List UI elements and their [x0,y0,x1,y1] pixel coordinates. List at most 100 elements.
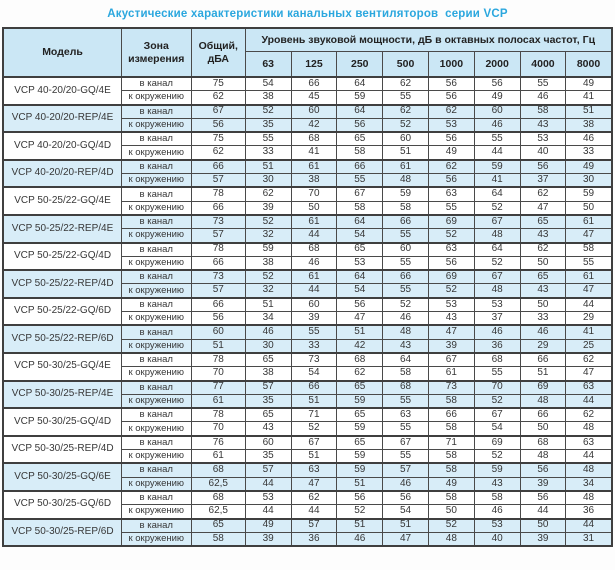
value-cell: 42 [336,338,384,354]
value-cell: 40 [473,531,521,547]
value-cell: 58 [519,103,567,119]
value-cell: 44 [290,504,338,519]
value-cell: 48 [427,531,475,547]
zone-cell: к окружению [120,393,192,409]
table-row: к окружению 62 33 41 58 51 49 44 40 33 [3,145,613,161]
value-cell: 55 [382,90,429,106]
table-row: к окружению 66 38 46 53 55 56 52 50 55 [3,255,613,271]
header-freq-8000: 8000 [565,51,613,78]
value-cell: 49 [427,476,475,492]
table-row: VCP 50-30/25-REP/4E в канал 77 57 66 65 68 73 70… [2,379,613,409]
value-cell: 30 [565,173,613,188]
table-row: VCP 50-30/25-GQ/6D в канал 68 53 62 56 56 58 58 5… [2,489,613,519]
value-cell: 58 [336,145,384,161]
total-dba-cell: 66 [190,200,246,216]
value-cell: 33 [290,338,338,354]
value-cell: 53 [427,296,475,313]
table-header: Модель Зона измерения Общий, дБА Уровень… [2,27,613,78]
total-dba-cell: 57 [190,228,246,244]
value-cell: 55 [473,131,521,147]
value-cell: 58 [336,200,384,216]
total-dba-cell: 78 [190,241,246,257]
model-cell: VCP 40-20/20-GQ/4D [2,131,122,161]
value-cell: 65 [336,131,384,147]
value-cell: 44 [290,283,338,299]
value-cell: 51 [382,517,429,533]
total-dba-cell: 62 [190,145,246,161]
value-cell: 68 [382,379,429,395]
value-cell: 47 [565,366,613,382]
zone-cell: к окружению [120,531,192,547]
value-cell: 63 [427,241,475,257]
total-dba-cell: 77 [190,379,246,395]
zone-cell: к окружению [120,145,192,161]
model-cell: VCP 50-30/25-REP/4D [2,434,122,464]
value-cell: 48 [382,324,429,340]
table-row: к окружению 57 32 44 54 55 52 48 43 47 [3,228,613,244]
value-cell: 50 [519,255,567,271]
value-cell: 64 [336,76,384,92]
value-cell: 58 [427,393,475,409]
value-cell: 64 [473,241,521,257]
value-cell: 46 [519,324,567,340]
value-cell: 65 [244,407,292,423]
value-cell: 67 [427,351,475,368]
table-row: к окружению 70 43 52 59 55 58 54 50 48 [3,421,613,437]
value-cell: 54 [336,228,384,244]
value-cell: 53 [336,255,384,271]
zone-cell: к окружению [120,283,192,299]
value-cell: 55 [382,228,429,244]
zone-cell: к окружению [120,173,192,188]
table-row: VCP 50-30/25-GQ/6E в канал 68 57 63 59 57 58 59 5… [2,462,613,492]
value-cell: 56 [382,489,429,506]
value-cell: 65 [336,407,384,423]
value-cell: 51 [290,449,338,464]
value-cell: 54 [290,366,338,382]
value-cell: 39 [519,476,567,492]
zone-cell: в канал [120,517,192,533]
zone-cell: к окружению [120,449,192,464]
value-cell: 38 [565,117,613,133]
value-cell: 51 [336,517,384,533]
value-cell: 50 [427,504,475,519]
zone-cell: в канал [120,269,192,285]
value-cell: 66 [336,158,384,175]
value-cell: 66 [382,213,429,230]
value-cell: 48 [565,462,613,478]
value-cell: 56 [427,173,475,188]
value-cell: 46 [290,255,338,271]
value-cell: 38 [244,366,292,382]
value-cell: 57 [244,462,292,478]
value-cell: 44 [473,145,521,161]
value-cell: 47 [565,283,613,299]
model-cell: VCP 50-30/25-REP/4E [2,379,122,409]
model-cell: VCP 50-30/25-GQ/4D [2,407,122,437]
total-dba-cell: 61 [190,449,246,464]
value-cell: 44 [519,504,567,519]
value-cell: 60 [382,131,429,147]
value-cell: 65 [519,213,567,230]
table-row: VCP 50-25/22-GQ/4E в канал 78 62 70 67 59 63 64 6… [2,186,613,216]
value-cell: 43 [519,283,567,299]
value-cell: 63 [290,462,338,478]
value-cell: 32 [244,283,292,299]
value-cell: 47 [565,228,613,244]
value-cell: 51 [519,366,567,382]
value-cell: 47 [519,200,567,216]
table-row: VCP 50-25/22-REP/6D в канал 60 46 55 51 48 47 46… [2,324,613,354]
value-cell: 58 [473,489,521,506]
total-dba-cell: 62,5 [190,504,246,519]
value-cell: 41 [290,145,338,161]
value-cell: 52 [290,421,338,437]
value-cell: 48 [382,173,429,188]
total-dba-cell: 57 [190,173,246,188]
value-cell: 69 [427,213,475,230]
value-cell: 55 [336,173,384,188]
value-cell: 68 [336,351,384,368]
value-cell: 52 [382,117,429,133]
value-cell: 43 [519,117,567,133]
model-cell: VCP 50-25/22-REP/4E [2,213,122,244]
value-cell: 56 [427,90,475,106]
total-dba-cell: 76 [190,434,246,451]
value-cell: 55 [382,255,429,271]
